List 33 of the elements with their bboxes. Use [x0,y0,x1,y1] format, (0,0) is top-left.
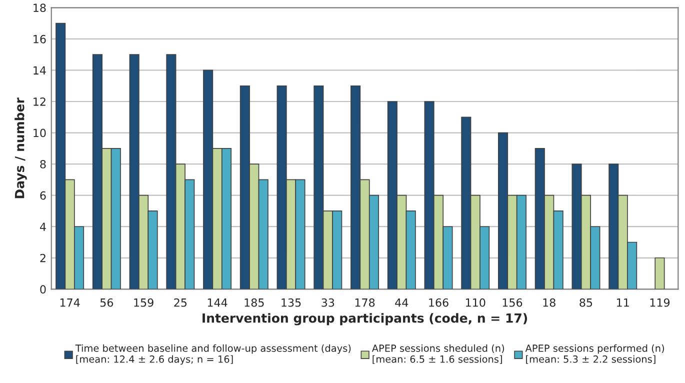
x-tick-label: 159 [134,298,154,307]
x-tick-label: 174 [60,298,80,307]
y-tick-label: 10 [34,128,46,138]
x-axis-title: Intervention group participants (code, n = 17) [202,313,528,326]
x-tick-label: 33 [322,298,334,307]
y-tick-label: 4 [40,222,46,231]
legend-label: APEP sessions sheduled (n) [mean: 6.5 ± 1.6 sessions] [372,344,504,364]
x-tick-label: 185 [244,298,264,307]
x-tick-label: 11 [616,298,629,307]
legend-label: Time between baseline and follow-up assessment (days) [mean: 12.4 ± 2.6 days; n = 16] [75,344,351,365]
bar [654,257,665,290]
x-tick-label: 144 [208,298,228,307]
y-tick-label: 2 [40,254,46,262]
y-tick-label: 8 [40,160,46,168]
y-tick-label: 18 [34,4,46,12]
x-tick-label: 156 [502,298,522,307]
x-tick-label: 166 [429,298,448,307]
x-tick-label: 18 [543,298,556,307]
y-tick-label: 0 [40,285,46,294]
y-axis-title: Days / number [14,98,27,198]
x-tick-label: 85 [580,298,592,307]
y-tick-label: 12 [34,97,46,106]
x-tick-label: 178 [355,298,375,307]
y-tick-label: 16 [34,34,46,44]
y-tick-label: 14 [34,66,46,74]
x-tick-label: 44 [395,298,408,307]
x-tick-label: 110 [466,298,486,307]
legend-label: APEP sessions performed (n) [mean: 5.3 ± 2.2 sessions] [525,344,664,364]
x-tick-label: 135 [282,298,301,307]
x-tick-label: 119 [650,298,670,307]
x-tick-label: 56 [100,298,114,307]
y-tick-label: 6 [40,191,46,200]
x-tick-label: 25 [174,298,187,307]
